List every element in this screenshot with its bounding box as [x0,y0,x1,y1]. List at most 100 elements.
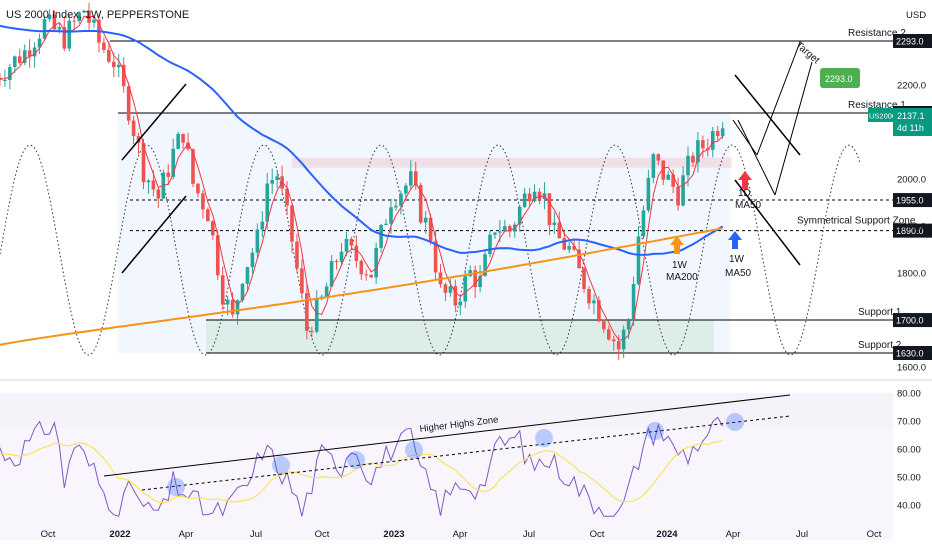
candle-body [686,155,690,176]
candle-body [453,286,458,306]
candle-body [616,341,621,350]
candle-body [52,14,57,30]
candle-body [275,176,279,180]
candle-body [151,180,156,190]
candle-body [547,193,552,226]
time-tick-label: Oct [315,529,330,540]
candle-body [651,154,656,178]
candle-body [8,67,12,80]
candle-body [67,20,72,49]
candle-body [17,56,22,63]
candle-body [176,133,180,149]
candle-body [339,251,344,262]
candle-body [230,299,235,315]
channel-right-upper [734,74,801,156]
candle-body [626,320,631,330]
candle-body [681,175,685,206]
candle-body [691,155,695,163]
currency-label: USD [906,10,926,21]
candle-body [77,12,81,21]
candle-body [201,193,205,210]
time-tick-label: Apr [179,529,194,540]
candle-body [379,224,383,248]
current-price-value: 2137.1 [897,111,925,121]
rsi-tick-label: 60.00 [897,445,921,456]
candle-body [567,246,571,250]
rsi-line [0,416,724,517]
candle-body [270,179,274,184]
candle-body [661,160,666,180]
candle-body [389,207,393,224]
ma50-1w-label-line1: 1W [729,254,745,265]
support-zone [206,320,714,353]
candle-body [250,252,255,268]
level-tag-bg-4 [893,313,932,328]
current-price-countdown: 4d 11h [897,123,924,133]
candle-body [706,148,710,150]
candle-body [592,300,596,304]
candle-body [631,284,636,321]
candle-body [32,47,37,57]
candle-body [641,210,646,237]
candle-body [582,268,586,290]
rsi-tick-label: 70.00 [897,417,921,428]
time-tick-label: Oct [590,529,605,540]
ma200-1w-arrow [670,236,684,254]
candle-body [602,321,606,330]
price-tick-label: 1800.0 [897,269,926,280]
level-label-5: Support 2 [858,340,902,351]
candle-body [428,217,433,242]
candle-body [314,297,319,332]
candle-body [146,180,151,183]
resistance-band [292,157,732,168]
candle-body [215,235,220,276]
ma50-1w-line [0,24,724,256]
rsi-peak-marker-4 [535,429,553,447]
level-label-0: Resistance 2 [848,28,906,39]
candle-body [3,79,7,81]
candle-body [121,64,126,87]
candle-body [483,254,487,276]
rsi-peak-marker-3 [405,441,423,459]
candle-body [225,299,230,305]
candle-body [300,268,304,294]
price-tick-label: 1600.0 [897,363,926,374]
symbol-tag: US2000 [869,112,896,121]
candle-body [527,193,532,202]
candle-body [42,19,47,39]
level-tag-5: 1630.0 [896,349,924,359]
rsi-peak-marker-1 [272,456,290,474]
candle-body [577,249,581,269]
candle-body [107,49,111,62]
candle-body [116,64,121,68]
candle-body [334,261,339,263]
rsi-tick-label: 50.00 [897,473,921,484]
time-tick-label: 2023 [383,529,404,540]
ma200-1w-label-line1: 1W [672,260,688,271]
ma50-1w-arrow [728,231,742,249]
candle-body [557,222,562,239]
candle-body [666,174,670,180]
candle-body [211,221,215,236]
candle-body [701,140,705,149]
candle-body [478,275,482,287]
level-tag-2: 1955.0 [896,196,924,206]
candle-body [156,189,161,199]
candle-body [181,133,185,143]
rsi-tick-label: 80.00 [897,389,921,400]
candle-body [636,236,641,285]
projection-seg-4 [774,61,813,196]
candle-body [295,241,299,269]
candle-body [671,174,675,187]
level-label-3: Symmetrical Support Zone [797,216,916,227]
candle-body [196,183,200,194]
candle-body [646,177,651,211]
rsi-upper-band [0,393,893,428]
candle-body [399,193,403,206]
candle-body [418,184,423,223]
candle-body [404,185,408,194]
candle-body [354,245,359,262]
candle-body [508,226,512,232]
